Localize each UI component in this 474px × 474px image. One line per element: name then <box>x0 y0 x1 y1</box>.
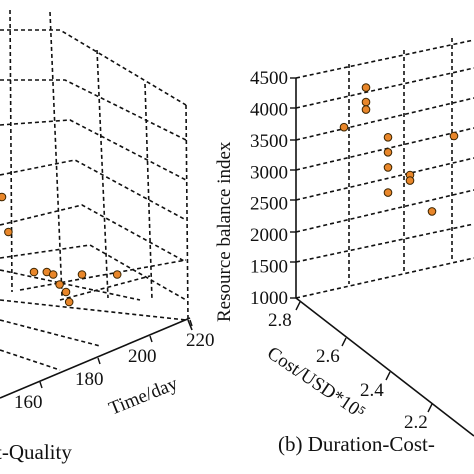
right-z-tick-label: 1500 <box>250 257 288 278</box>
right-data-point <box>383 148 393 157</box>
right-data-point <box>449 131 459 141</box>
right-data-point <box>383 188 393 197</box>
left-back-wall-grid <box>0 9 189 371</box>
left-data-point <box>64 297 74 307</box>
left-data-point <box>55 280 64 289</box>
left-x-tick-label: 200 <box>128 346 157 367</box>
right-data-point <box>383 133 393 142</box>
left-x-tick-label: 160 <box>14 392 43 413</box>
right-data-point <box>405 176 415 185</box>
left-x-tick-label: 180 <box>75 369 104 390</box>
right-z-tick-label: 3500 <box>250 131 288 152</box>
left-x-axis-label: Time/day <box>106 373 181 420</box>
right-y-tick-marks <box>295 301 433 413</box>
left-x-tick-labels: 160 180 200 220 <box>14 330 215 413</box>
right-y-tick-label: 2.2 <box>404 412 428 433</box>
right-z-tick-label: 2500 <box>250 194 288 215</box>
right-data-point <box>361 97 371 107</box>
right-z-axis-label: Resource balance index <box>214 141 235 322</box>
left-data-point <box>61 287 71 297</box>
right-subtitle: (b) Duration-Cost- <box>278 432 435 456</box>
left-axis-lines <box>0 317 193 399</box>
right-z-tick-label: 4000 <box>250 99 288 120</box>
right-y-tick-label: 2.6 <box>316 346 340 367</box>
left-data-point <box>29 267 39 277</box>
left-data-point <box>4 227 13 237</box>
left-x-tick-label: 220 <box>186 330 215 351</box>
right-z-tick-label: 2000 <box>250 225 288 246</box>
right-y-tick-label: 2.4 <box>360 380 384 401</box>
right-back-wall-grid <box>295 38 474 299</box>
left-data-point <box>112 270 122 279</box>
right-z-tick-label: 3000 <box>250 162 288 183</box>
left-x-tick-marks <box>39 319 193 389</box>
right-y-tick-labels: 2.8 2.6 2.4 2.2 <box>268 310 428 433</box>
chart-left-3d-scatter: 160 180 200 220 Time/day t-Quality <box>0 9 215 464</box>
right-z-tick-labels: 1000 1500 2000 2500 3000 3500 4000 4500 <box>250 68 288 309</box>
right-data-point <box>361 83 371 92</box>
left-subtitle: t-Quality <box>0 440 72 464</box>
right-data-point <box>427 207 437 216</box>
left-data-point <box>0 192 7 202</box>
right-data-point <box>383 163 393 172</box>
left-data-point <box>48 270 58 279</box>
right-z-tick-label: 4500 <box>250 68 288 89</box>
right-z-tick-marks <box>290 77 296 299</box>
right-data-point <box>361 105 371 114</box>
right-data-point <box>339 122 349 132</box>
right-z-tick-label: 1000 <box>250 288 288 309</box>
right-y-tick-label: 2.8 <box>268 310 292 331</box>
left-data-points <box>0 192 122 307</box>
right-data-points <box>339 83 459 216</box>
left-data-point <box>77 270 87 279</box>
